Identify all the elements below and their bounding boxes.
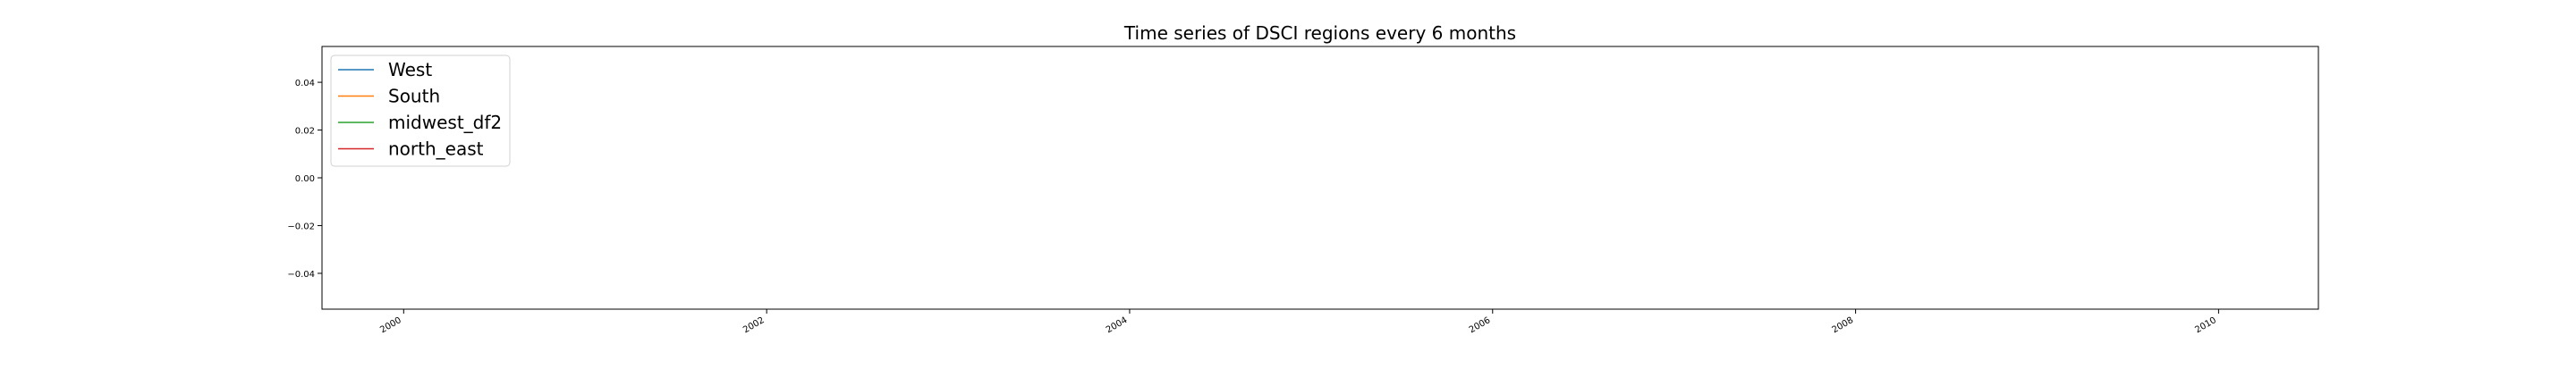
y-tick-label: −0.04 — [287, 270, 315, 280]
legend-label: South — [388, 86, 440, 107]
legend-label: north_east — [388, 138, 484, 160]
x-tick-label: 2004 — [1105, 315, 1130, 335]
axes-frame — [321, 46, 2319, 310]
x-tick-label: 2008 — [1831, 315, 1856, 335]
y-tick-label: 0.00 — [295, 174, 315, 184]
y-tick-label: 0.04 — [295, 79, 315, 88]
legend-label: midwest_df2 — [388, 112, 502, 133]
legend-box — [330, 55, 511, 167]
y-tick-label: −0.02 — [287, 222, 315, 231]
x-tick-label: 2002 — [741, 315, 767, 335]
legend-label: West — [388, 59, 432, 80]
chart-title: Time series of DSCI regions every 6 mont… — [1123, 22, 1516, 44]
x-tick-label: 2000 — [378, 315, 403, 335]
axes: 0.04 0.02 0.00 −0.02 −0.04 2000 2002 2004 2006 20… — [287, 46, 2319, 335]
x-tick-label: 2010 — [2193, 315, 2218, 335]
y-tick-label: 0.02 — [295, 127, 315, 137]
legend: West South midwest_df2 north_east — [330, 55, 511, 167]
x-tick-label: 2006 — [1468, 315, 1493, 335]
